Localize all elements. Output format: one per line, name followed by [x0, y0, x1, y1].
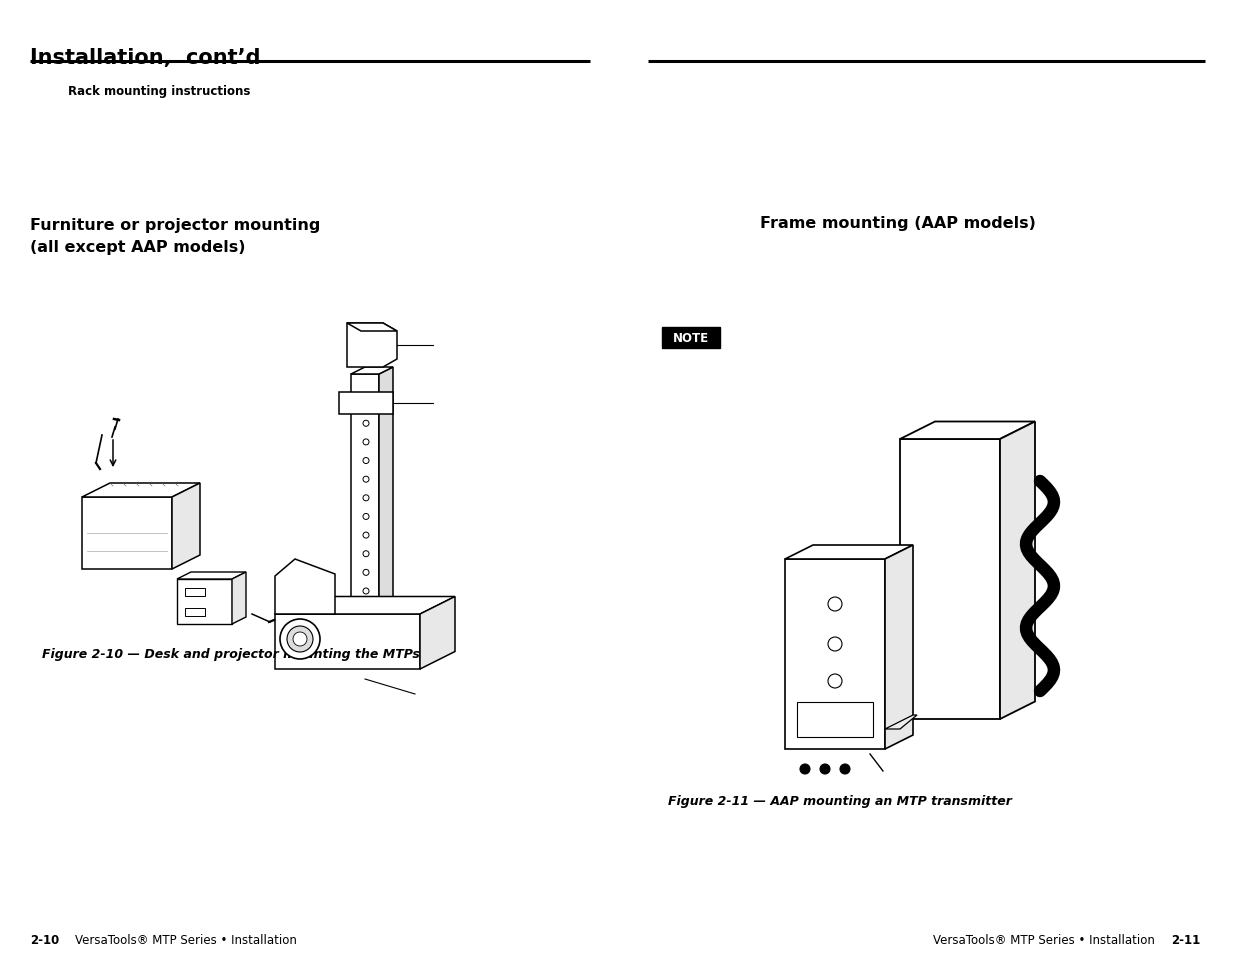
- Circle shape: [827, 638, 842, 651]
- Bar: [185, 608, 205, 617]
- Text: Furniture or projector mounting: Furniture or projector mounting: [30, 218, 320, 233]
- Circle shape: [363, 514, 369, 520]
- Polygon shape: [420, 597, 454, 669]
- Circle shape: [800, 764, 810, 774]
- Circle shape: [363, 439, 369, 445]
- Polygon shape: [177, 579, 232, 624]
- Polygon shape: [82, 483, 200, 497]
- Text: VersaTools® MTP Series • Installation: VersaTools® MTP Series • Installation: [934, 933, 1155, 946]
- Text: Installation,  cont’d: Installation, cont’d: [30, 48, 261, 68]
- Circle shape: [280, 619, 320, 659]
- Text: Rack mounting instructions: Rack mounting instructions: [68, 85, 251, 98]
- Circle shape: [287, 626, 312, 652]
- Bar: [185, 588, 205, 597]
- Circle shape: [827, 598, 842, 612]
- Polygon shape: [785, 559, 885, 749]
- Circle shape: [363, 533, 369, 538]
- Polygon shape: [338, 393, 393, 415]
- Circle shape: [363, 421, 369, 427]
- Bar: [662, 328, 720, 349]
- Polygon shape: [785, 545, 913, 559]
- Text: Frame mounting (AAP models): Frame mounting (AAP models): [760, 215, 1036, 231]
- Circle shape: [363, 551, 369, 558]
- Text: 2-10: 2-10: [30, 933, 59, 946]
- Polygon shape: [347, 324, 396, 368]
- Text: NOTE: NOTE: [673, 332, 709, 345]
- Bar: [797, 702, 873, 738]
- Polygon shape: [885, 545, 913, 749]
- Polygon shape: [347, 324, 396, 332]
- Polygon shape: [82, 497, 172, 569]
- Polygon shape: [275, 559, 335, 615]
- Polygon shape: [275, 615, 420, 669]
- Circle shape: [840, 764, 850, 774]
- Polygon shape: [379, 368, 393, 609]
- Text: (all except AAP models): (all except AAP models): [30, 240, 246, 254]
- Circle shape: [820, 764, 830, 774]
- Text: Figure 2-10 — Desk and projector mounting the MTPs: Figure 2-10 — Desk and projector mountin…: [42, 647, 420, 660]
- Text: VersaTools® MTP Series • Installation: VersaTools® MTP Series • Installation: [75, 933, 296, 946]
- Text: 2-11: 2-11: [1171, 933, 1200, 946]
- Circle shape: [363, 588, 369, 595]
- Polygon shape: [351, 375, 379, 609]
- Text: Figure 2-11 — AAP mounting an MTP transmitter: Figure 2-11 — AAP mounting an MTP transm…: [668, 794, 1011, 807]
- Circle shape: [363, 458, 369, 464]
- Polygon shape: [1000, 422, 1035, 720]
- Polygon shape: [351, 368, 393, 375]
- Polygon shape: [232, 573, 246, 624]
- Polygon shape: [885, 716, 918, 729]
- Circle shape: [363, 402, 369, 408]
- Circle shape: [293, 633, 308, 646]
- Polygon shape: [900, 439, 1000, 720]
- Polygon shape: [275, 597, 454, 615]
- Circle shape: [827, 675, 842, 688]
- Polygon shape: [900, 422, 1035, 439]
- Polygon shape: [172, 483, 200, 569]
- Circle shape: [363, 496, 369, 501]
- Polygon shape: [177, 573, 246, 579]
- Circle shape: [363, 476, 369, 482]
- Circle shape: [363, 570, 369, 576]
